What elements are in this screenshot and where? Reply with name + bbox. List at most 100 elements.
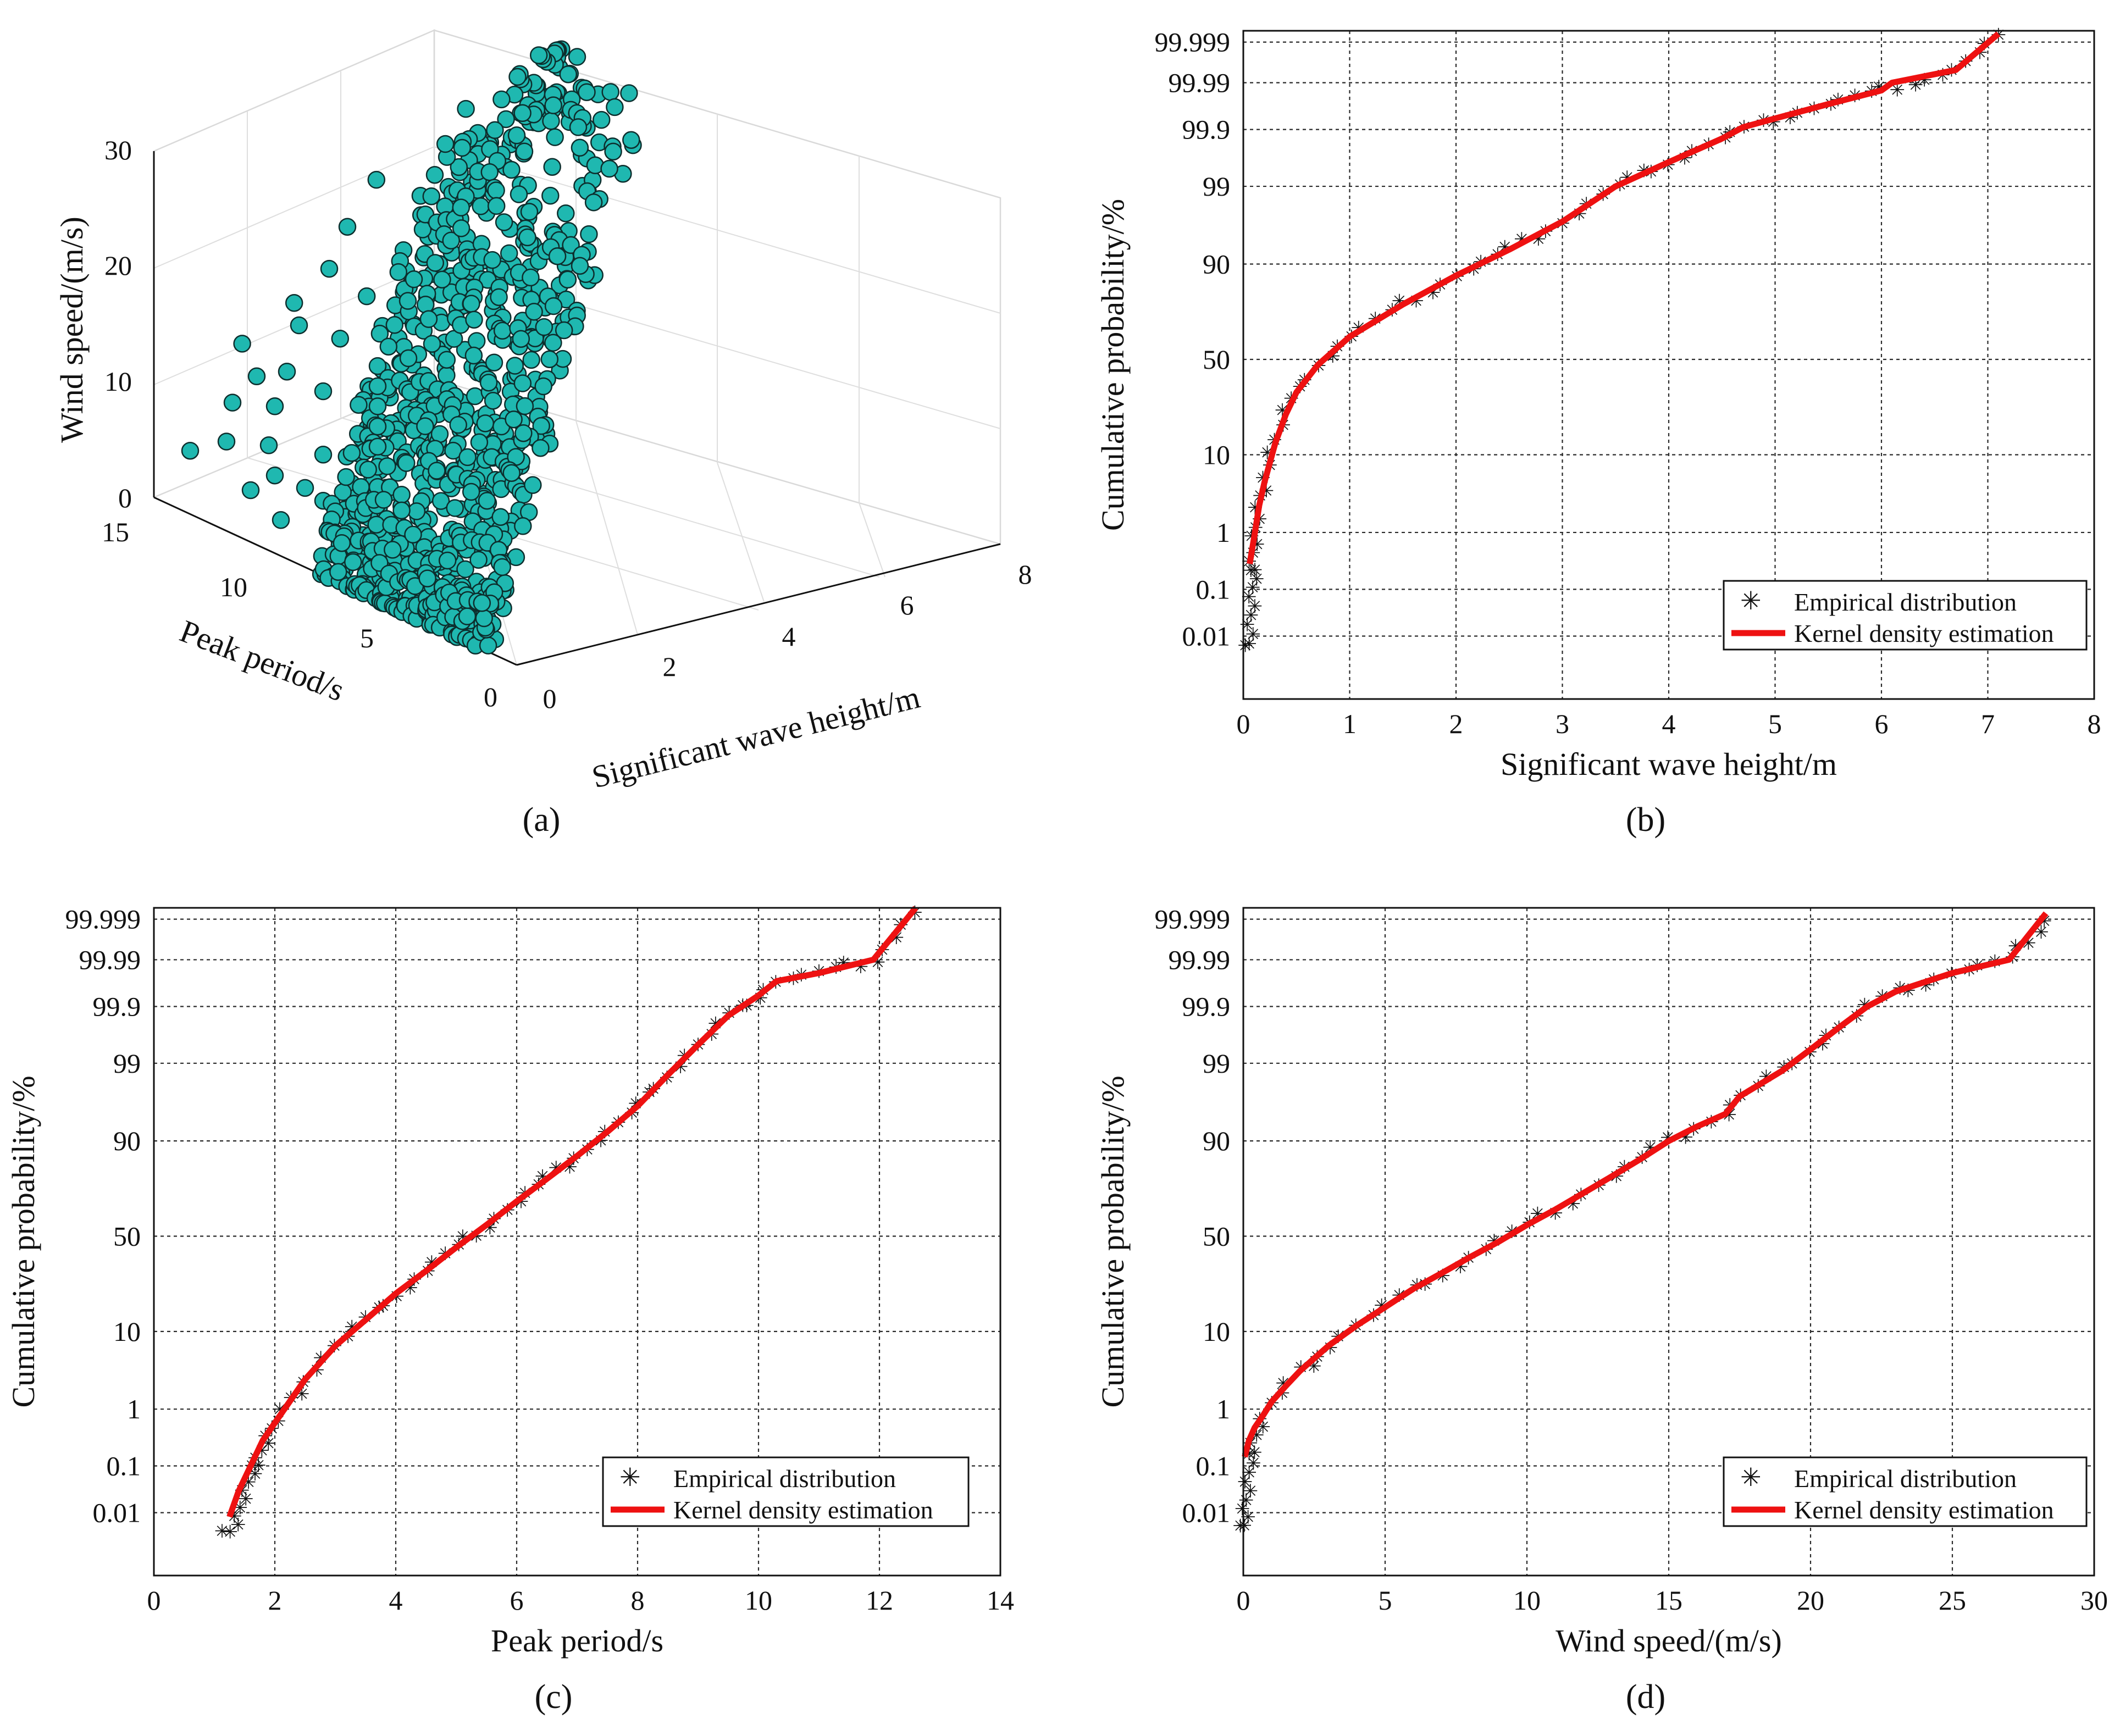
y-tick-label: 90 <box>1203 249 1230 280</box>
y-tick-label: 1 <box>1216 517 1230 548</box>
scatter-point <box>584 193 603 212</box>
scatter-point <box>436 135 455 153</box>
scatter-points <box>181 40 642 655</box>
scatter-point <box>426 254 445 272</box>
scatter-point <box>495 213 513 231</box>
panel-c-chart: ✳✳✳✳✳✳✳✳✳✳✳✳✳✳✳✳✳✳✳✳✳✳✳✳✳✳✳✳✳✳✳✳✳✳✳✳✳✳✳✳… <box>5 903 1014 1716</box>
scatter-point <box>546 128 564 146</box>
z-axis-ticks: 0 10 20 30 <box>104 135 132 513</box>
x-tick-label: 0 <box>1237 1585 1250 1616</box>
scatter-point <box>557 204 575 223</box>
scatter-point <box>389 263 408 281</box>
scatter-point <box>404 525 422 544</box>
legend-box <box>1723 580 2088 651</box>
scatter-point <box>478 491 496 510</box>
scatter-point <box>428 462 446 480</box>
scatter-point <box>453 138 472 157</box>
scatter-point <box>367 170 386 189</box>
empirical-point: ✳ <box>1239 615 1255 635</box>
z-tick-30: 30 <box>104 135 132 165</box>
scatter-point <box>344 553 362 572</box>
scatter-point <box>399 349 418 368</box>
scatter-point <box>470 433 489 452</box>
empirical-point: ✳ <box>1243 561 1259 581</box>
scatter-point <box>449 415 467 434</box>
scatter-point <box>285 294 303 312</box>
scatter-point <box>438 551 457 570</box>
y-tick-label: 99.99 <box>1169 944 1231 975</box>
x-axis-ticks: 0 2 4 6 8 <box>543 559 1032 714</box>
legend-kde: Kernel density estimation <box>1794 619 2054 647</box>
scatter-point <box>333 534 351 552</box>
x-axis-label: Significant wave height/m <box>588 679 923 795</box>
x-tick-label: 0 <box>147 1585 161 1616</box>
scatter-point <box>532 439 550 457</box>
scatter-point <box>475 609 493 628</box>
x-tick-label: 6 <box>510 1585 524 1616</box>
scatter-point <box>487 197 506 215</box>
scatter-point <box>544 96 562 114</box>
scatter-point <box>516 397 534 415</box>
y-tick-labels: 0.01 0.1 1 10 50 90 99 99.9 99.99 99.999 <box>65 904 141 1528</box>
y-tick-label: 99.999 <box>1155 904 1231 935</box>
legend-empirical: Empirical distribution <box>1794 1465 2017 1493</box>
scatter-point <box>466 387 484 406</box>
panel-label-d: (d) <box>1626 1678 1665 1716</box>
scatter-point <box>265 466 284 485</box>
x-axis-label: Significant wave height/m <box>1501 746 1837 782</box>
scatter-point <box>472 197 490 215</box>
scatter-point <box>479 373 498 392</box>
scatter-point <box>507 126 526 145</box>
y-tick-label: 99 <box>113 1048 141 1079</box>
empirical-point: ✳ <box>1247 561 1263 581</box>
y-tick-label: 0.01 <box>93 1497 141 1528</box>
scatter-point <box>331 329 350 348</box>
scatter-point <box>452 219 471 237</box>
scatter-point <box>314 382 333 401</box>
legend-empirical: Empirical distribution <box>1794 588 2017 616</box>
empirical-point: ✳ <box>230 1516 246 1536</box>
x-tick-6: 6 <box>900 590 914 620</box>
x-tick-0: 0 <box>543 683 557 714</box>
x-tick-labels: 0 2 4 6 8 10 12 14 <box>147 1585 1015 1616</box>
x-tick-label: 1 <box>1343 708 1357 739</box>
scatter-point <box>407 502 426 520</box>
y-tick-label: 99.999 <box>1155 27 1231 58</box>
panel-label-c: (c) <box>535 1678 573 1716</box>
scatter-point <box>368 417 387 436</box>
scatter-point <box>578 83 596 101</box>
scatter-point <box>368 437 387 456</box>
y-tick-labels: 0.01 0.1 1 10 50 90 99 99.9 99.99 99.999 <box>1155 904 1231 1528</box>
x-tick-label: 8 <box>631 1585 645 1616</box>
x-axis-label: Peak period/s <box>491 1623 663 1659</box>
empirical-point: ✳ <box>1243 1482 1259 1502</box>
scatter-point <box>571 257 589 275</box>
y-tick-label: 99.9 <box>1182 991 1231 1022</box>
scatter-point <box>487 181 505 199</box>
x-tick-labels: 0 5 10 15 20 25 30 <box>1237 1585 2108 1616</box>
y-axis-label: Peak period/s <box>175 613 350 708</box>
x-tick-label: 2 <box>268 1585 282 1616</box>
scatter-point <box>450 158 468 176</box>
legend-box <box>602 1456 970 1527</box>
scatter-point <box>370 324 389 343</box>
scatter-point <box>622 131 640 149</box>
legend-empirical: Empirical distribution <box>673 1465 896 1493</box>
scatter-point <box>493 558 511 576</box>
y-tick-label: 90 <box>113 1125 141 1156</box>
y-tick-label: 1 <box>127 1394 141 1424</box>
y-axis-label: Cumulative probability/% <box>1095 199 1131 531</box>
x-tick-4: 4 <box>782 621 796 652</box>
scatter-point <box>452 198 471 217</box>
empirical-point: ✳ <box>1243 606 1259 626</box>
scatter-point <box>483 251 501 269</box>
legend: ✳ Empirical distribution Kernel density … <box>602 1456 970 1527</box>
scatter-point <box>416 417 434 435</box>
scatter-point <box>217 432 236 451</box>
y-tick-5: 5 <box>360 623 374 653</box>
scatter-point <box>502 464 521 482</box>
empirical-point: ✳ <box>222 1522 238 1543</box>
scatter-point <box>368 377 387 396</box>
scatter-point <box>422 187 441 206</box>
